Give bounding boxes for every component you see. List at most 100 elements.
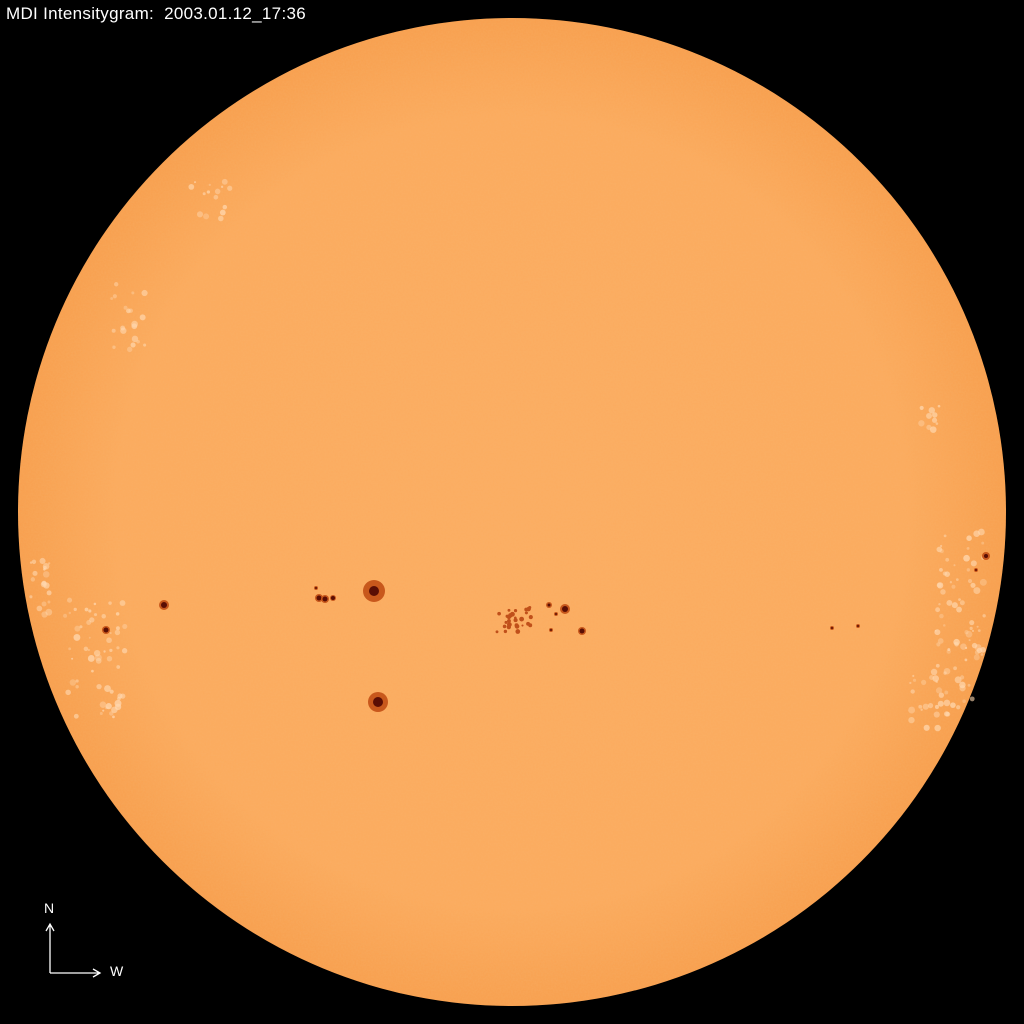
compass-north-label: N [44, 900, 55, 916]
facula [99, 712, 103, 715]
sunspot-umbra [857, 625, 859, 627]
facula [966, 546, 970, 550]
facula [923, 724, 930, 731]
pore [507, 608, 511, 612]
facula [935, 687, 943, 694]
facula [93, 602, 97, 606]
facula [63, 613, 68, 618]
facula [79, 625, 83, 629]
facula [927, 702, 934, 709]
facula [116, 646, 120, 650]
facula [970, 560, 977, 567]
sunspot-umbra [975, 569, 977, 571]
facula [116, 665, 121, 669]
facula [934, 629, 937, 632]
pore [526, 621, 531, 626]
facula [943, 699, 951, 707]
faculae [29, 178, 987, 732]
facula [977, 629, 981, 633]
facula [43, 567, 46, 571]
facula [121, 648, 128, 654]
facula [908, 716, 915, 724]
facula [926, 412, 932, 419]
sunspot-umbra [103, 627, 109, 633]
pore [510, 611, 515, 617]
facula [139, 314, 146, 321]
facula [111, 328, 116, 333]
facula [227, 185, 233, 191]
facula [47, 600, 51, 604]
sunspot-umbra [984, 554, 988, 558]
facula [75, 679, 79, 683]
facula [940, 589, 946, 595]
facula [95, 657, 102, 664]
facula [950, 702, 956, 709]
facula [945, 557, 950, 562]
facula [955, 578, 959, 581]
facula [980, 647, 986, 653]
sunspot-umbra [315, 587, 317, 589]
facula [194, 181, 197, 184]
facula [83, 646, 89, 652]
facula [104, 685, 111, 692]
facula [964, 658, 968, 662]
facula [117, 696, 121, 701]
facula [91, 669, 94, 673]
compass-arrows [45, 922, 102, 978]
facula [220, 185, 224, 189]
facula [966, 568, 971, 572]
facula [977, 528, 985, 536]
facula [922, 703, 929, 710]
facula [943, 671, 947, 675]
facula [932, 412, 938, 418]
facula [141, 289, 148, 297]
facula [935, 607, 941, 613]
facula [909, 681, 912, 685]
facula [96, 683, 102, 690]
sunspot-umbra [161, 602, 167, 608]
facula [946, 600, 953, 606]
facula [939, 544, 943, 548]
facula [143, 343, 147, 347]
facula [29, 561, 33, 564]
pore [506, 614, 512, 620]
facula [69, 679, 77, 686]
facula [73, 713, 79, 719]
facula [30, 577, 36, 582]
facula [933, 711, 940, 718]
facula [114, 699, 122, 707]
facula [68, 611, 72, 615]
facula [959, 600, 965, 606]
facula [119, 600, 126, 606]
facula [969, 626, 973, 631]
facula [130, 342, 136, 348]
facula [73, 633, 81, 641]
facula [112, 715, 115, 719]
pore [504, 620, 508, 624]
facula [919, 405, 924, 410]
facula [932, 675, 939, 682]
facula [128, 308, 133, 313]
facula [71, 657, 74, 660]
facula [912, 678, 917, 682]
facula [936, 546, 943, 553]
facula [953, 666, 957, 671]
facula [968, 639, 971, 642]
facula [918, 420, 925, 427]
sunspot-umbra [550, 629, 552, 631]
facula [115, 626, 120, 631]
facula [114, 629, 121, 636]
facula [109, 632, 112, 635]
facula [938, 602, 941, 606]
granulation-texture [18, 18, 1006, 1006]
facula [206, 190, 211, 194]
facula [93, 649, 101, 657]
facula [109, 648, 113, 652]
facula [908, 706, 916, 714]
facula [958, 598, 961, 602]
facula [74, 625, 81, 632]
facula [106, 637, 112, 644]
facula [944, 711, 950, 717]
facula [47, 562, 51, 565]
